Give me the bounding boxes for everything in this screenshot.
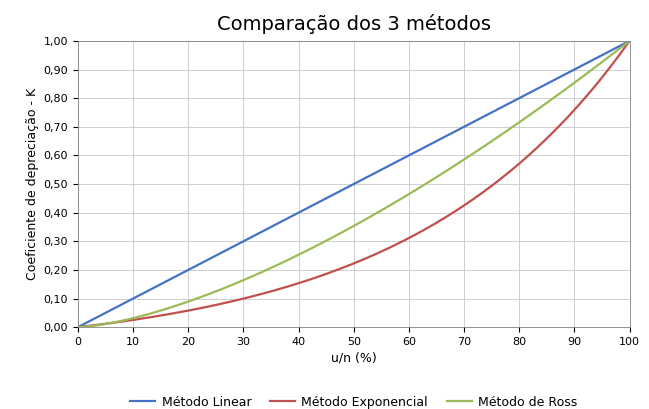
Método de Ross (626, 38, 633, 43)
Line: Método Exponencial: Método Exponencial (78, 41, 630, 327)
Método Exponencial (626, 38, 633, 43)
Y-axis label: Coeficiente de depreciação - K: Coeficiente de depreciação - K (27, 88, 40, 280)
X-axis label: u/n (%): u/n (%) (331, 351, 376, 364)
Método de Ross (317, 241, 324, 246)
Método de Ross (514, 121, 522, 126)
Método Linear (74, 325, 82, 330)
Método de Ross (74, 325, 82, 330)
Método Exponencial (130, 317, 138, 322)
Title: Comparação dos 3 métodos: Comparação dos 3 métodos (217, 14, 491, 34)
Método de Ross (453, 162, 461, 167)
Método de Ross (130, 315, 138, 320)
Método Exponencial (74, 325, 82, 330)
Método Linear (317, 199, 324, 204)
Line: Método Linear: Método Linear (78, 41, 630, 327)
Método Exponencial (453, 208, 461, 213)
Método Exponencial (514, 162, 522, 167)
Método Linear (130, 296, 138, 301)
Método Exponencial (297, 280, 305, 285)
Método de Ross (504, 128, 512, 133)
Método de Ross (297, 251, 305, 256)
Método Exponencial (317, 273, 324, 278)
Método Linear (504, 101, 512, 106)
Método Linear (626, 38, 633, 43)
Legend: Método Linear, Método Exponencial, Método de Ross: Método Linear, Método Exponencial, Métod… (125, 391, 582, 409)
Método Linear (453, 128, 461, 133)
Método Linear (514, 97, 522, 101)
Método Linear (297, 209, 305, 214)
Método Exponencial (504, 171, 512, 175)
Line: Método de Ross: Método de Ross (78, 41, 630, 327)
